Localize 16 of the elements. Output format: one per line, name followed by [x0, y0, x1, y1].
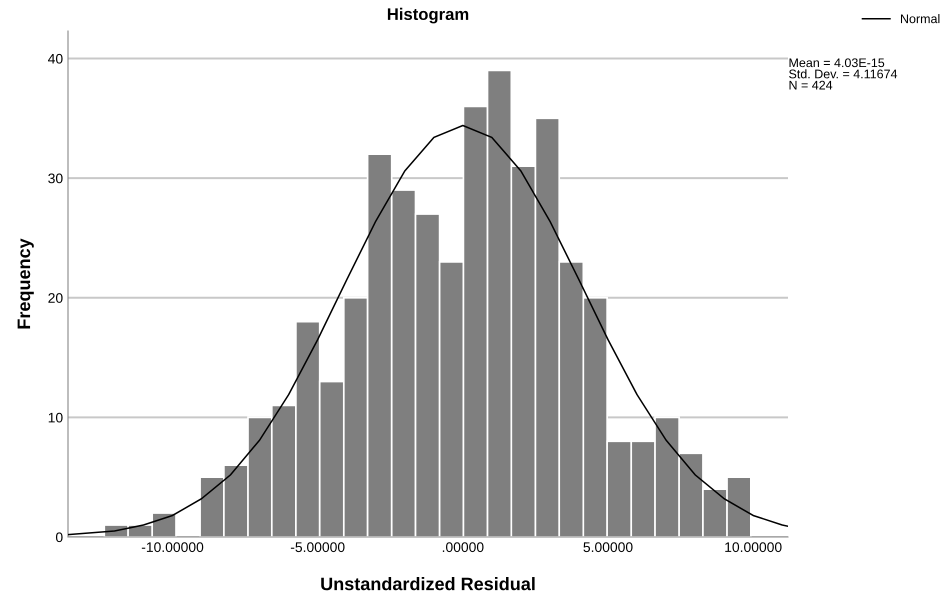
x-tick-label: 10.00000 [725, 542, 782, 552]
chart-title: Histogram [388, 8, 468, 24]
y-tick-label: 0 [56, 532, 63, 542]
y-tick-label: 20 [48, 293, 63, 303]
x-tick-label: 5.00000 [583, 542, 633, 552]
y-tick-label: 30 [48, 173, 63, 184]
x-tick-label: -10.00000 [142, 542, 204, 552]
text: Mean = 4.03E-15 Std. Dev. = 4.11674 N = 424 [789, 58, 898, 90]
line-series [68, 124, 788, 536]
x-tick-label: .00000 [442, 542, 484, 552]
y-tick-label: 40 [48, 54, 63, 64]
y-axis-title: Frequency [18, 238, 34, 328]
x-axis-title: Unstandardized Residual [321, 577, 535, 590]
y-tick-label: 10 [48, 412, 63, 423]
legend-label: Normal [900, 14, 940, 24]
x-tick-label: -5.00000 [290, 542, 345, 552]
